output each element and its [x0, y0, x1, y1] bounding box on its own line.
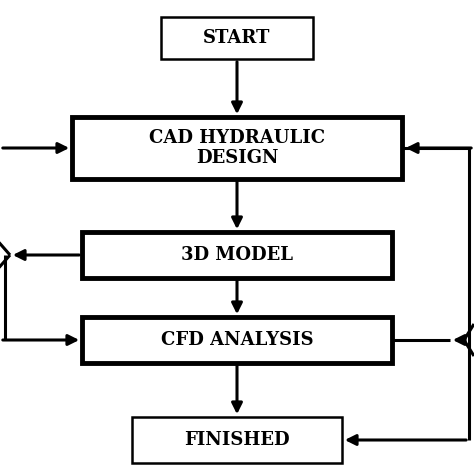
Text: FINISHED: FINISHED	[184, 431, 290, 449]
Text: CFD ANALYSIS: CFD ANALYSIS	[161, 331, 313, 349]
FancyBboxPatch shape	[161, 17, 313, 59]
Text: START: START	[203, 29, 271, 47]
FancyBboxPatch shape	[72, 117, 402, 179]
Text: 3D MODEL: 3D MODEL	[181, 246, 293, 264]
FancyBboxPatch shape	[82, 317, 392, 363]
Text: CAD HYDRAULIC
DESIGN: CAD HYDRAULIC DESIGN	[149, 128, 325, 167]
FancyBboxPatch shape	[132, 417, 342, 463]
FancyBboxPatch shape	[82, 232, 392, 278]
